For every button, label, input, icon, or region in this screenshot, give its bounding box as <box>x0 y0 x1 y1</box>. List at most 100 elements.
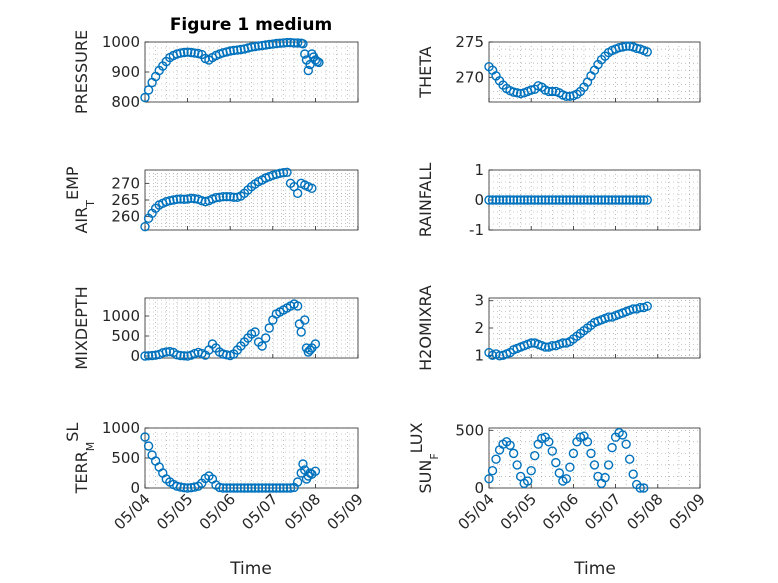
data-point <box>271 38 282 49</box>
data-point <box>232 45 243 55</box>
data-point <box>628 469 638 479</box>
data-point <box>519 195 529 205</box>
data-point <box>298 39 308 49</box>
data-point <box>229 45 239 56</box>
data-point <box>214 192 225 203</box>
data-point <box>487 465 498 476</box>
data-point <box>143 85 154 95</box>
data-point <box>221 483 232 493</box>
data-point <box>614 195 624 205</box>
data-point <box>526 85 536 95</box>
data-point <box>172 194 182 205</box>
data-series <box>140 432 321 493</box>
data-point <box>484 474 494 484</box>
y-tick-label: 1000 <box>102 419 140 437</box>
data-series <box>484 41 652 102</box>
y-axis-label: SUNFLUX <box>407 422 441 493</box>
data-point <box>614 42 624 53</box>
data-point <box>143 441 154 451</box>
y-tick-label: 500 <box>455 421 484 439</box>
data-point <box>547 446 557 456</box>
data-point <box>526 465 536 476</box>
y-tick-label: 1 <box>474 161 484 179</box>
data-point <box>179 194 189 205</box>
x-tick-label: 05/06 <box>196 490 239 533</box>
data-point <box>243 483 253 493</box>
data-point <box>491 454 501 464</box>
data-point <box>289 38 299 48</box>
y-axis-label: PRESSURE <box>72 30 91 114</box>
figure-title: Figure 1 medium <box>170 15 332 35</box>
x-tick-label: 05/09 <box>666 490 709 533</box>
data-point <box>271 483 282 493</box>
data-point <box>642 195 652 205</box>
data-point <box>278 38 289 48</box>
data-point <box>264 323 274 333</box>
data-point <box>143 351 154 361</box>
data-point <box>182 194 193 204</box>
data-point <box>292 188 303 199</box>
data-point <box>250 327 260 337</box>
x-tick-label: 05/08 <box>623 490 666 533</box>
data-point <box>268 39 278 49</box>
data-point <box>285 483 296 493</box>
data-point <box>292 38 303 48</box>
y-axis-label: MIXDEPTH <box>72 286 91 369</box>
data-point <box>530 195 540 205</box>
data-point <box>505 440 515 451</box>
data-point <box>168 195 179 205</box>
data-point <box>530 450 540 461</box>
data-point <box>236 483 246 493</box>
data-point <box>551 457 561 468</box>
data-point <box>617 42 628 52</box>
data-point <box>298 459 308 469</box>
data-point <box>554 195 565 205</box>
data-point <box>593 195 603 205</box>
subplot-right-2: -1 0 1 RAINFALL <box>416 161 701 239</box>
x-tick-label: 05/06 <box>539 490 582 533</box>
data-point <box>498 195 508 205</box>
data-point <box>282 37 292 48</box>
data-point <box>250 41 260 52</box>
data-point <box>628 195 638 205</box>
y-tick-label: 900 <box>111 63 140 81</box>
data-point <box>635 195 645 205</box>
data-point <box>596 195 607 205</box>
subplot-right-1: 270 275 THETA <box>416 33 701 103</box>
data-point <box>621 195 631 205</box>
x-tick-label: 05/05 <box>153 490 196 533</box>
data-point <box>512 195 522 205</box>
data-point <box>561 195 572 205</box>
data-point <box>175 194 186 204</box>
y-axis-label: AIRTEMP <box>63 166 97 233</box>
data-point <box>229 192 239 203</box>
data-point <box>225 191 235 202</box>
data-point <box>617 195 628 205</box>
data-point <box>179 351 189 361</box>
data-point <box>607 195 617 205</box>
y-tick-label: 1000 <box>102 33 140 51</box>
data-point <box>175 482 186 492</box>
y-tick-label: 265 <box>111 191 140 209</box>
data-point <box>282 483 292 493</box>
data-point <box>568 448 579 459</box>
y-tick-label: 3 <box>474 292 484 310</box>
data-point <box>239 483 250 493</box>
data-point <box>508 195 519 205</box>
data-point <box>310 339 321 349</box>
data-point <box>310 466 321 476</box>
data-point <box>565 462 575 472</box>
data-point <box>292 301 303 311</box>
data-point <box>561 474 572 484</box>
data-point <box>257 40 267 51</box>
data-point <box>512 88 522 98</box>
y-tick-label: 500 <box>111 449 140 467</box>
data-point <box>544 195 554 205</box>
data-point <box>257 341 267 351</box>
data-point <box>175 350 186 361</box>
data-point <box>175 48 186 58</box>
data-point <box>589 460 600 470</box>
data-point <box>603 460 614 470</box>
data-point <box>572 195 582 205</box>
